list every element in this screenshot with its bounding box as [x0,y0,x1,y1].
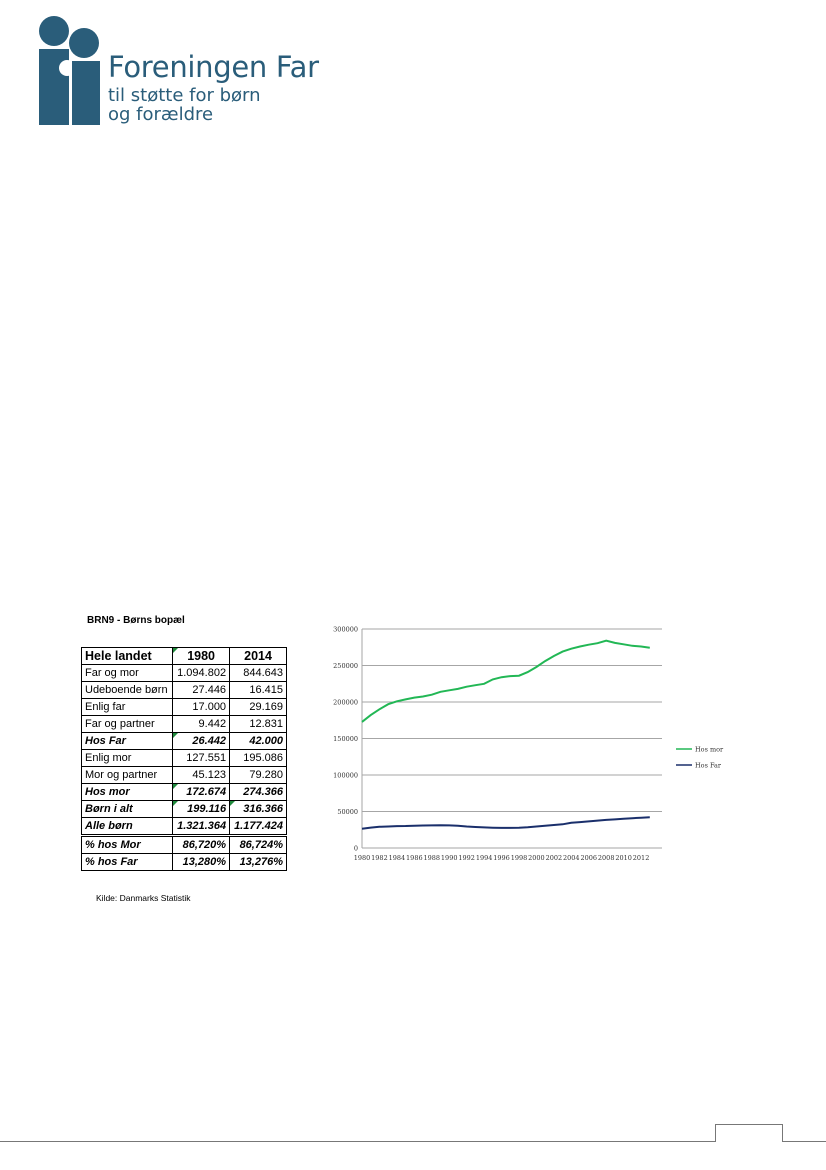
row-label: % hos Far [80,853,174,871]
value-1980: 86,720% [172,834,231,854]
table-header-row: Hele landet 1980 2014 [80,647,287,665]
value-2014: 16.415 [229,681,287,699]
x-tick-label: 1986 [406,854,423,862]
organization-tagline: til støtte for børn og forældre [108,86,261,124]
footer-divider [0,1141,826,1142]
x-tick-label: 1992 [458,854,475,862]
x-tick-label: 2010 [615,854,632,862]
table-body: Far og mor 1.094.802 844.643 Udeboende børn… [80,664,287,871]
value-1980: 17.000 [172,698,231,716]
row-label: Mor og partner [80,766,174,784]
x-tick-label: 1982 [371,854,388,862]
legend-label: Hos Far [695,762,722,770]
table-source-note: Kilde: Danmarks Statistik [96,893,191,903]
y-tick-label: 150000 [333,735,358,743]
table-row: % hos Mor 86,720% 86,724% [80,834,287,854]
legend-label: Hos mor [695,746,724,754]
logo-mark-icon [39,16,100,125]
residence-line-chart: 0 50000 100000 150000 200000 250000 300000 1980… [333,626,724,863]
row-label: Udeboende børn [80,681,174,699]
row-label: Enlig far [80,698,174,716]
x-tick-label: 1988 [423,854,440,862]
table-row: Hos Far 26.442 42.000 [80,732,287,750]
table-row: Alle børn 1.321.364 1.177.424 [80,817,287,837]
y-tick-label: 0 [354,845,358,853]
organization-name: Foreningen Far [108,50,319,84]
x-tick-label: 2000 [528,854,545,862]
x-tick-label: 2006 [580,854,597,862]
value-1980: 45.123 [172,766,231,784]
residence-statistics-table: Hele landet 1980 2014 Far og mor 1.094.80… [80,647,287,871]
value-2014: 79.280 [229,766,287,784]
table-row: Enlig mor 127.551 195.086 [80,749,287,767]
value-2014: 13,276% [229,853,287,871]
table-row: Far og partner 9.442 12.831 [80,715,287,733]
row-label: Hos mor [80,783,174,801]
value-2014: 274.366 [229,783,287,801]
x-tick-label: 2004 [563,854,580,862]
value-1980: 1.094.802 [172,664,231,682]
value-1980: 172.674 [172,783,231,801]
table-row: Enlig far 17.000 29.169 [80,698,287,716]
page-number-tab [715,1124,783,1142]
row-label: Hos Far [80,732,174,750]
value-1980: 1.321.364 [172,817,231,837]
value-2014: 29.169 [229,698,287,716]
row-label: Alle børn [80,817,174,837]
value-2014: 12.831 [229,715,287,733]
table-header-1980: 1980 [172,647,231,665]
table-header-region: Hele landet [80,647,174,665]
organization-logo: Foreningen Far til støtte for børn og fo… [38,16,319,128]
x-tick-label: 1996 [493,854,510,862]
y-tick-label: 250000 [333,662,358,670]
row-label: % hos Mor [80,834,174,854]
x-tick-label: 1990 [441,854,458,862]
table-row: Hos mor 172.674 274.366 [80,783,287,801]
table-row: Far og mor 1.094.802 844.643 [80,664,287,682]
value-2014: 195.086 [229,749,287,767]
x-tick-label: 1980 [354,854,371,862]
table-row: Udeboende børn 27.446 16.415 [80,681,287,699]
y-tick-label: 100000 [333,772,358,780]
value-1980: 199.116 [172,800,231,818]
value-1980: 127.551 [172,749,231,767]
series-line-hos-mor [361,639,650,723]
value-2014: 316.366 [229,800,287,818]
row-label: Far og partner [80,715,174,733]
x-tick-label: 1994 [476,854,493,862]
x-tick-label: 1984 [389,854,406,862]
table-row: Mor og partner 45.123 79.280 [80,766,287,784]
tagline-line-1: til støtte for børn [108,85,261,106]
x-tick-label: 2002 [546,854,563,862]
value-1980: 26.442 [172,732,231,750]
table-row: % hos Far 13,280% 13,276% [80,853,287,871]
value-2014: 844.643 [229,664,287,682]
x-tick-label: 1998 [511,854,528,862]
table-header-2014: 2014 [229,647,287,665]
series-line-hos-far [361,816,650,830]
y-tick-label: 300000 [333,626,358,634]
y-tick-label: 200000 [333,699,358,707]
value-1980: 9.442 [172,715,231,733]
y-tick-label: 50000 [337,808,358,816]
x-tick-label: 2012 [633,854,650,862]
value-2014: 1.177.424 [229,817,287,837]
tagline-line-2: og forældre [108,104,214,125]
value-1980: 13,280% [172,853,231,871]
table-title: BRN9 - Børns bopæl [87,615,185,626]
row-label: Enlig mor [80,749,174,767]
row-label: Far og mor [80,664,174,682]
table-row: Børn i alt 199.116 316.366 [80,800,287,818]
row-label: Børn i alt [80,800,174,818]
x-tick-label: 2008 [598,854,615,862]
value-2014: 42.000 [229,732,287,750]
value-2014: 86,724% [229,834,287,854]
value-1980: 27.446 [172,681,231,699]
